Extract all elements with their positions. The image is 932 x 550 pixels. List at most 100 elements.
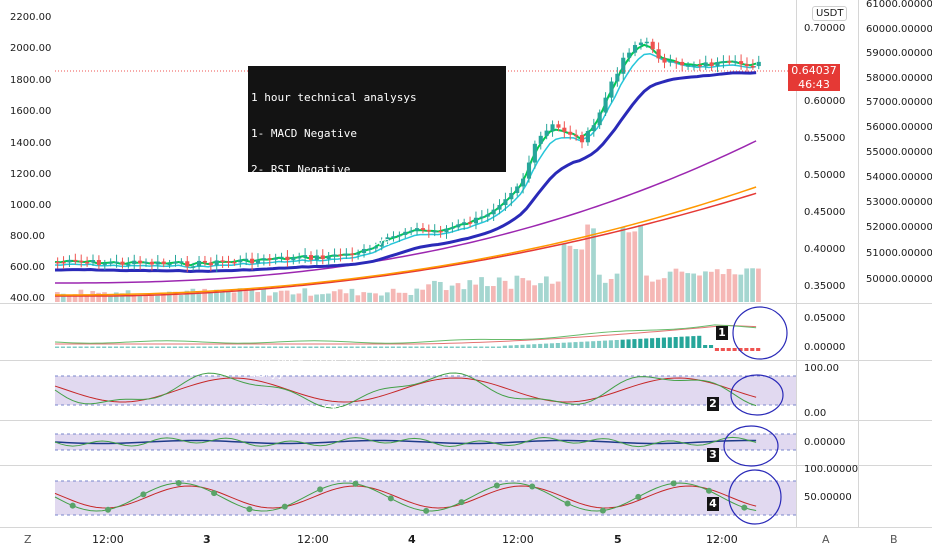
zoom-reset-button[interactable]: Z [24,533,32,546]
volume-bar [337,289,343,302]
price-chart[interactable] [0,0,932,528]
price-axis-label: 0.70000 [804,23,846,34]
volume-bar [249,289,255,302]
time-axis-label: 12:00 [502,533,534,546]
stoch-cross-dot [105,506,112,513]
volume-bar [373,293,378,302]
volume-bar [131,293,137,302]
price-axis-label: 0.35000 [804,281,846,292]
volume-bar [573,249,579,302]
last-price-tag: 0.64037 [788,64,840,78]
candle-body [167,263,172,266]
candle-body [503,199,508,206]
macd-histogram-bar [320,346,325,348]
candle-body [202,260,208,263]
candle-body [173,261,178,264]
volume-bar [267,295,272,302]
candle-body [385,237,390,242]
volume-bar [532,285,537,302]
candle-body [739,61,744,65]
price-axis-label: 0.40000 [804,244,846,255]
candle-body [155,261,160,265]
macd-histogram-bar [697,335,702,348]
volume-bar [202,288,208,302]
candle-body [632,45,638,53]
macd-axis-label: 0.00000 [804,342,846,353]
candle-body [550,124,555,131]
volume-bar [691,273,697,302]
macd-histogram-bar [720,348,725,351]
macd-histogram-bar [573,342,578,348]
candle-body [721,61,726,63]
candle-body [715,62,720,66]
macd-histogram-bar [231,346,236,348]
volume-bar [744,268,750,302]
candle-body [685,65,691,67]
candle-body [320,255,325,259]
left-axis-label: 2200.00 [10,12,52,23]
macd-histogram-bar [302,346,307,348]
volume-bar [166,291,172,302]
candle-body [697,64,702,67]
candle-body [744,64,750,66]
time-axis-label: 3 [203,533,211,546]
stoch-cross-dot [317,486,324,493]
macd-histogram-bar [744,348,749,351]
secondary-axis-label: 50000.00000 [866,274,932,285]
note-line: 1- MACD Negative [251,127,357,140]
time-axis-label: 4 [408,533,416,546]
time-axis-label: 5 [614,533,622,546]
currency-button[interactable]: USDT [812,6,848,21]
volume-bar [614,273,620,302]
volume-bar [437,281,443,302]
volume-bar [461,289,467,302]
volume-bar [396,292,402,302]
macd-histogram-bar [549,343,555,348]
macd-histogram-bar [726,348,731,351]
candle-body [232,261,237,264]
candle-body [185,261,190,267]
cci-highlight-circle [723,425,779,467]
volume-bar [591,228,596,302]
macd-histogram-bar [166,346,172,348]
volume-bar [243,290,249,302]
volume-bar [667,271,673,302]
price-axis-label: 0.55000 [804,133,846,144]
left-axis-label: 1200.00 [10,169,52,180]
volume-bar [708,271,714,302]
macd-histogram-bar [184,346,189,348]
volume-bar [290,294,296,302]
cci-axis-label: 0.00000 [804,437,846,448]
macd-histogram-bar [396,346,401,348]
macd-histogram-bar [296,346,301,348]
volume-bar [726,268,732,302]
note-line: DENGIROUS. Storm is near. Follow [251,403,463,416]
candle-body [479,216,484,219]
macd-histogram-bar [455,346,460,348]
pane-separator [0,420,932,421]
auto-scale-button[interactable]: A [822,533,830,546]
volume-bar [72,294,78,302]
macd-histogram-bar [78,346,83,348]
volume-bar [520,278,526,302]
note-line: 3- CCI Negative [251,199,351,212]
stoch-cross-dot [281,503,288,510]
macd-histogram-bar [638,338,643,348]
volume-bar [561,244,567,302]
volume-bar [161,292,166,302]
log-scale-button[interactable]: B [890,533,898,546]
macd-histogram-bar [714,348,719,351]
macd-histogram-bar [202,346,207,348]
pane-separator [0,303,932,304]
left-axis-label: 800.00 [10,231,45,242]
volume-bar [102,292,107,302]
candle-body [420,228,425,230]
candle-body [591,125,596,132]
volume-bar [55,292,60,302]
macd-histogram-bar [602,340,608,348]
candle-body [733,61,738,63]
macd-histogram-bar [644,338,649,348]
candle-body [450,227,455,229]
note-line: buy DOGE with this stuation??? very very… [251,355,490,380]
price-scale-border [796,0,797,528]
